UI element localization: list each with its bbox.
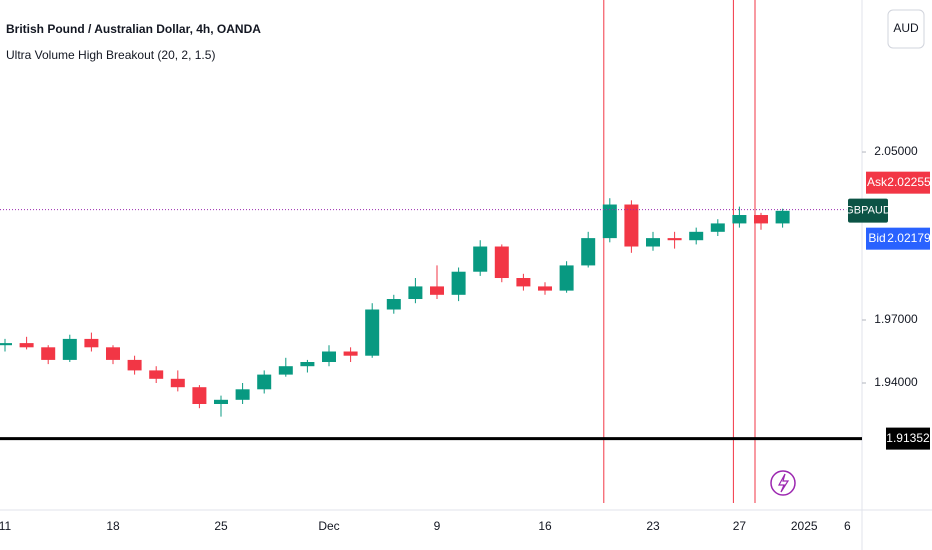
bid-badge [888,227,930,250]
level-label: 1.91352 [886,431,930,445]
candle-body [257,374,272,390]
candle-body [775,210,790,224]
candle-body [149,370,164,379]
ask-tag [866,171,888,194]
candle-body [84,338,99,348]
candle-body [732,215,747,224]
candle-body [386,299,401,310]
candle-body [646,238,660,247]
candle-body [710,223,725,232]
candle-body [170,378,185,388]
x-tick-label: 27 [733,519,747,533]
ask-badge [888,171,930,194]
y-tick-label: 1.94000 [874,375,918,389]
x-tick-label: 2025 [791,519,818,533]
candle-body [516,278,531,287]
candle-body [0,343,12,346]
x-tick-label: 11 [0,519,12,533]
candle-body [106,347,120,360]
bid-value: 2.02179 [887,231,931,245]
y-tick-label: 2.05000 [874,144,918,158]
x-tick-label: Dec [318,519,339,533]
candle-body [278,366,293,375]
bid-tag [866,227,888,250]
candle-body [430,286,444,295]
candle-body [624,204,639,247]
candle-body [473,246,488,272]
x-tick-label: 16 [538,519,552,533]
chart-title: British Pound / Australian Dollar, 4h, O… [6,22,261,36]
candle-body [559,265,574,291]
candle-body [41,347,56,360]
candle-body [127,359,142,371]
candle-body [192,387,207,404]
candle-body [689,231,704,241]
candle-body [602,204,617,239]
symbol-label: GBPAUD [845,205,891,217]
x-tick-label: 18 [106,519,120,533]
candle-body [300,362,315,367]
level-badge [886,427,930,450]
candle-body [494,246,509,279]
ask-value: 2.02255 [887,175,931,189]
ask-tag-label: Ask [867,175,888,189]
x-tick-label: 9 [434,519,441,533]
currency-button[interactable] [887,9,925,49]
candle-body [754,215,768,224]
alert-icon[interactable] [770,470,796,496]
candle-body [62,338,77,360]
y-tick-label: 1.97000 [874,312,918,326]
symbol-badge [848,198,888,223]
candle-body [19,343,34,348]
alert-circle [770,470,796,496]
indicator-label: Ultra Volume High Breakout (20, 2, 1.5) [6,48,215,62]
x-tick-label: 6 [844,519,851,533]
x-tick-label: 23 [646,519,660,533]
candle-body [365,309,380,356]
currency-label: AUD [893,21,919,35]
candle-body [581,238,596,266]
bid-tag-label: Bid [868,231,885,245]
candle-body [667,238,682,241]
candle-body [451,271,466,295]
candle-body [538,286,552,291]
alert-bolt [777,473,790,493]
candle-body [235,389,250,400]
x-tick-label: 25 [214,519,228,533]
candle-body [343,351,358,356]
candle-body [408,286,423,300]
candle-body [322,351,336,363]
candle-body [214,399,228,404]
